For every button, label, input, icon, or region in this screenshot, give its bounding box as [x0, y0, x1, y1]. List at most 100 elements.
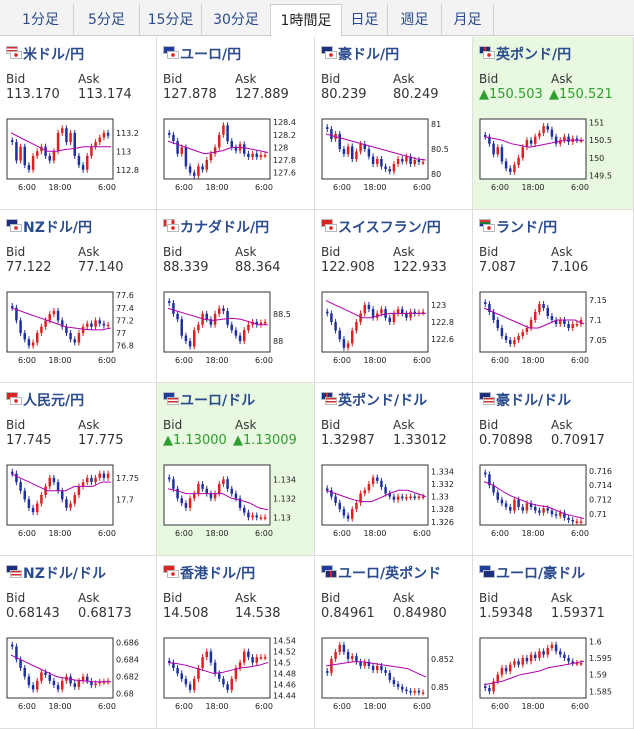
pair-link[interactable]: カナダドル/円: [163, 217, 269, 236]
candle-body: [492, 485, 495, 493]
rate-card[interactable]: スイスフラン/円 Bid Ask 122.908 122.933 123 122.8 122.…: [315, 210, 473, 383]
candle-body: [77, 333, 81, 343]
rate-card[interactable]: NZドル/ドル Bid Ask 0.68143 0.68173 0.686 0.684 0.6…: [0, 556, 157, 729]
rate-card[interactable]: 人民元/円 Bid Ask 17.745 17.775 17.75 17.7 6:00 18:0…: [0, 383, 157, 556]
rate-chart[interactable]: 0.852 0.85 6:00 18:00 6:00: [320, 636, 468, 712]
rate-chart[interactable]: 7.15 7.1 7.05 6:00 18:00 6:00: [478, 290, 626, 366]
ask-label: Ask: [551, 72, 573, 86]
candle-body: [504, 161, 508, 169]
pair-link[interactable]: ユーロ/円: [163, 44, 241, 63]
rate-card[interactable]: 英ポンド/ドル Bid Ask 1.32987 1.33012 1.334 1.332 1.3…: [315, 383, 473, 556]
pair-name: 香港ドル/円: [180, 566, 256, 582]
candle-body: [546, 508, 549, 511]
candle-body: [263, 322, 267, 324]
tab-weekly[interactable]: 週足: [388, 4, 442, 36]
rate-card[interactable]: ランド/円 Bid Ask 7.087 7.106 7.15 7.1 7.05 6:00 18:0…: [473, 210, 634, 383]
rate-card[interactable]: NZドル/円 Bid Ask 77.122 77.140 77.6 77.4 77.2 77 76…: [0, 210, 157, 383]
chart-frame: [163, 291, 271, 353]
moving-average-line: [483, 307, 585, 329]
pair-link[interactable]: NZドル/円: [6, 217, 92, 236]
candle-body: [44, 320, 47, 327]
candle-body: [504, 503, 508, 507]
candle-body: [86, 676, 89, 681]
rate-card[interactable]: ユーロ/英ポンド Bid Ask 0.84961 0.84980 0.852 0.85 6:0…: [315, 556, 473, 729]
candle-body: [106, 132, 110, 136]
tab-5min[interactable]: 5分足: [74, 4, 140, 36]
rate-chart[interactable]: 0.716 0.714 0.712 0.71 6:00 18:00 6:00: [478, 463, 626, 539]
x-tick-label: 6:00: [413, 183, 431, 192]
pair-link[interactable]: 人民元/円: [6, 390, 84, 409]
candle-body: [405, 313, 408, 318]
tab-30min[interactable]: 30分足: [213, 12, 259, 28]
rate-card[interactable]: 香港ドル/円 Bid Ask 14.508 14.538 14.54 14.52 14.5 14…: [157, 556, 315, 729]
tab-1min[interactable]: 1分足: [8, 4, 74, 36]
candle-body: [251, 322, 254, 325]
pair-link[interactable]: スイスフラン/円: [321, 217, 441, 236]
ask-value: 14.538: [235, 606, 281, 621]
rate-card[interactable]: ユーロ/円 Bid Ask 127.878 127.889 128.4 128.2 128 12…: [157, 37, 315, 210]
candle-body: [342, 644, 346, 652]
pair-link[interactable]: ユーロ/豪ドル: [479, 563, 585, 582]
pair-link[interactable]: 英ポンド/ドル: [321, 390, 427, 409]
x-tick-label: 6:00: [571, 356, 589, 365]
pair-link[interactable]: 豪ドル/ドル: [479, 390, 571, 409]
pair-link[interactable]: ランド/円: [479, 217, 557, 236]
candle-body: [238, 662, 242, 668]
candle-body: [40, 146, 43, 152]
candle-body: [359, 144, 362, 152]
candle-body: [338, 134, 341, 149]
candle-body: [363, 490, 366, 494]
y-tick-label: 88.5: [273, 310, 291, 319]
rate-chart[interactable]: 123 122.8 122.6 6:00 18:00 6:00: [320, 290, 468, 366]
timeframe-tab-bar: 1分足 5分足 15分足 30分足 1時間足 日足 週足 月足: [0, 0, 634, 37]
rate-card[interactable]: 英ポンド/円 Bid Ask ▲150.503 ▲150.521 151 150.5 150 1…: [473, 37, 634, 210]
x-tick-label: 6:00: [175, 356, 193, 365]
pair-link[interactable]: 香港ドル/円: [163, 563, 256, 582]
rate-chart[interactable]: 17.75 17.7 6:00 18:00 6:00: [5, 463, 153, 539]
pair-link[interactable]: NZドル/ドル: [6, 563, 106, 582]
pair-link[interactable]: 豪ドル/円: [321, 44, 399, 63]
tab-15min[interactable]: 15分足: [140, 4, 202, 36]
bid-label: Bid: [321, 591, 341, 605]
tab-1hour[interactable]: 1時間足: [270, 4, 342, 37]
candle-body: [521, 506, 524, 511]
tab-daily[interactable]: 日足: [342, 4, 388, 36]
candle-body: [351, 509, 354, 519]
pair-link[interactable]: 英ポンド/円: [479, 44, 571, 63]
candle-body: [56, 482, 60, 491]
chart-frame: [163, 118, 271, 180]
rate-chart[interactable]: 88.5 88 6:00 18:00 6:00: [162, 290, 310, 366]
candle-body: [513, 164, 516, 172]
rate-card[interactable]: カナダドル/円 Bid Ask 88.339 88.364 88.5 88 6:00 18:00…: [157, 210, 315, 383]
candle-body: [15, 307, 18, 321]
y-tick-label: 77.4: [116, 304, 134, 313]
pair-link[interactable]: 米ドル/円: [6, 44, 84, 63]
tab-monthly[interactable]: 月足: [442, 4, 494, 36]
rate-card[interactable]: ユーロ/豪ドル Bid Ask 1.59348 1.59371 1.6 1.595 1.59 1…: [473, 556, 634, 729]
rate-card[interactable]: 米ドル/円 Bid Ask 113.170 113.174 113.2 113 112.8 6:…: [0, 37, 157, 210]
pair-link[interactable]: ユーロ/英ポンド: [321, 563, 441, 582]
x-tick-label: 6:00: [175, 529, 193, 538]
pair-link[interactable]: ユーロ/ドル: [163, 390, 255, 409]
candle-body: [334, 651, 337, 659]
chart-frame: [479, 637, 587, 699]
x-tick-label: 18:00: [363, 356, 386, 365]
candle-body: [238, 335, 242, 342]
y-tick-label: 1.134: [273, 475, 296, 484]
candle-body: [575, 138, 579, 141]
candle-body: [86, 477, 89, 483]
rate-card[interactable]: ユーロ/ドル Bid Ask ▲1.13000 ▲1.13009 1.134 1.132 1.…: [157, 383, 315, 556]
candle-body: [484, 472, 487, 475]
rate-card[interactable]: 豪ドル/円 Bid Ask 80.239 80.249 81 80.5 80 6:00 18:00…: [315, 37, 473, 210]
rate-card[interactable]: 豪ドル/ドル Bid Ask 0.70898 0.70917 0.716 0.714 0.71…: [473, 383, 634, 556]
